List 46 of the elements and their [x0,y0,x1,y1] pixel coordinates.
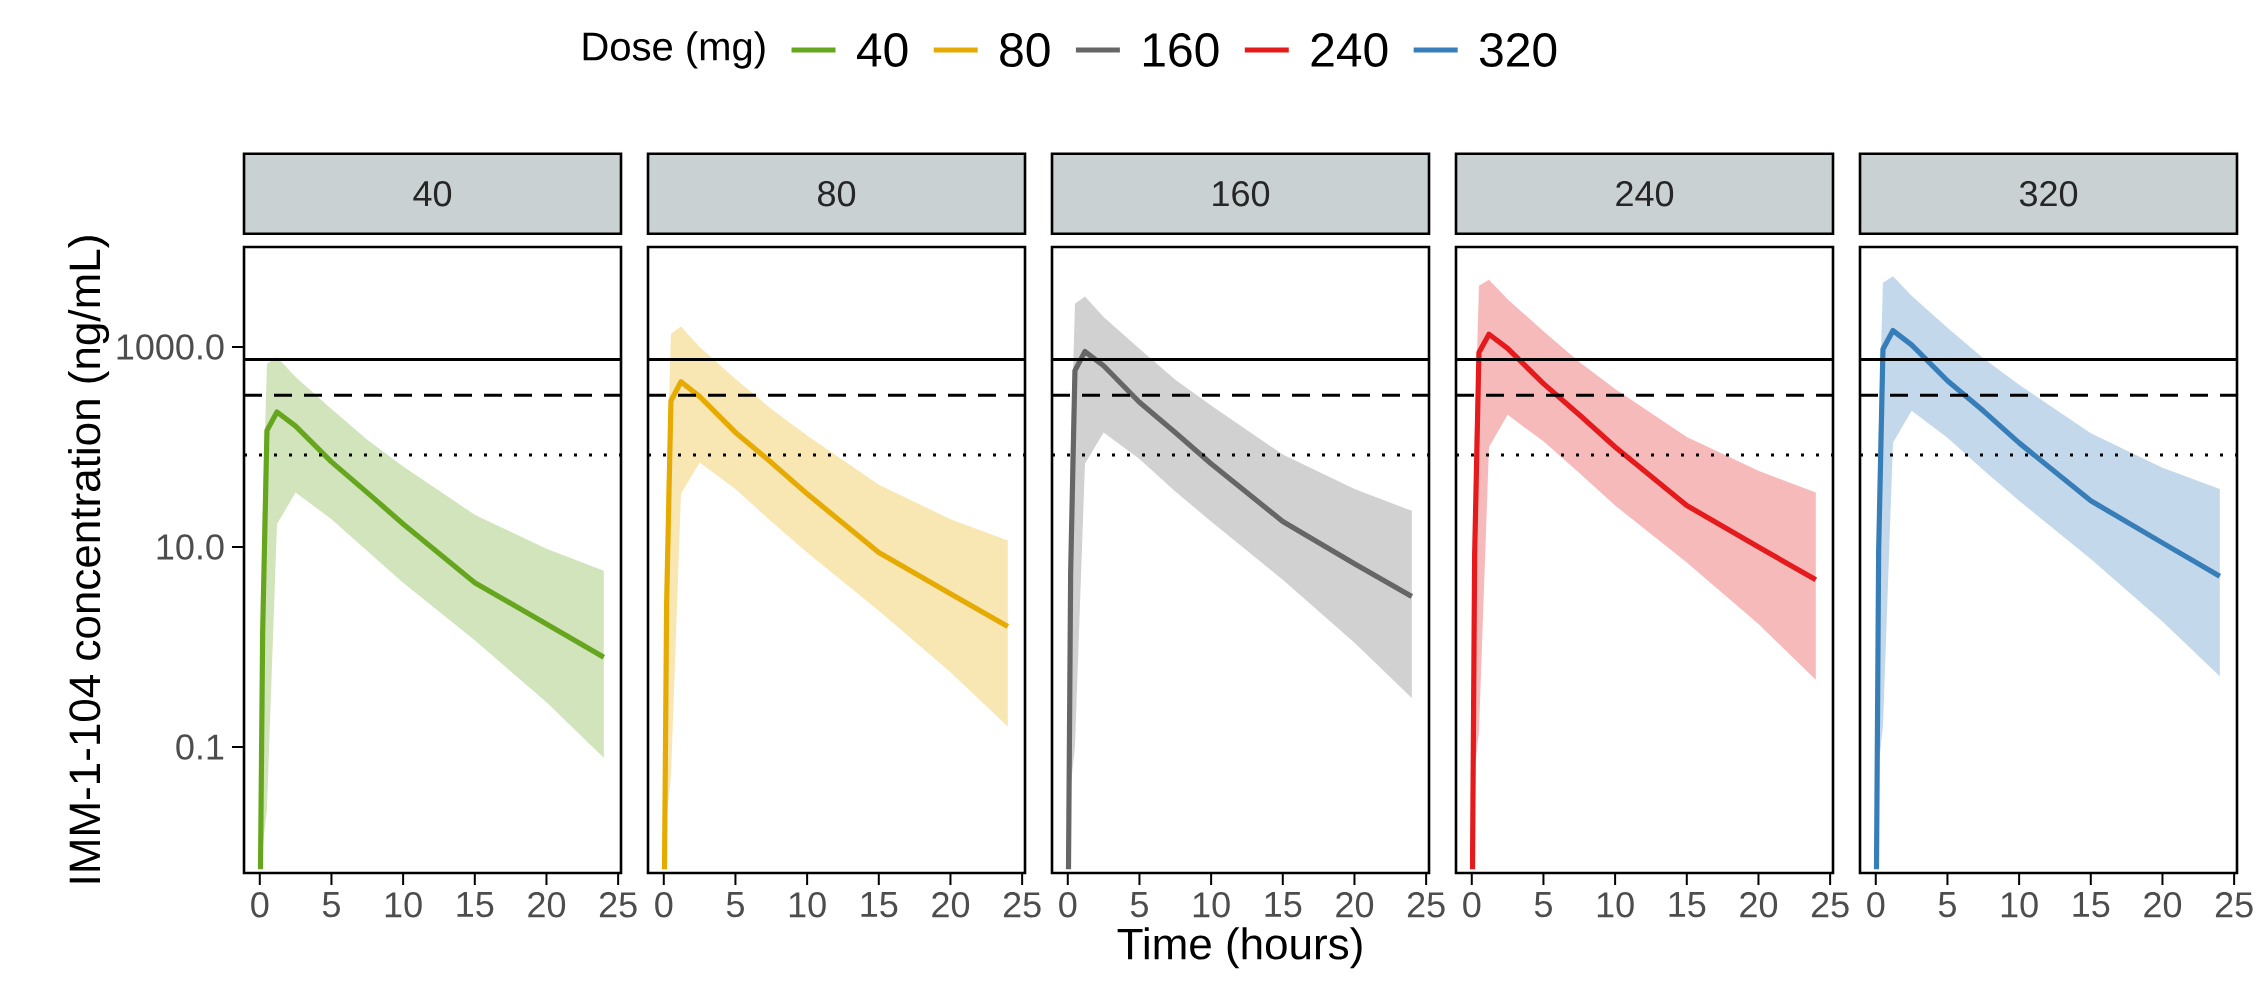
x-tick-label: 20 [2144,892,2182,918]
text: 240 [1311,33,1388,67]
x-tick-label: 5 [1938,892,1956,918]
x-tick-label: 5 [726,892,744,918]
x-tick-label: 15 [861,892,898,918]
x-tick-label: 25 [1811,892,1849,918]
x-axis-title: Time (hours) [1117,927,1362,969]
y-tick-label: 1000.0 [117,334,224,360]
chart-title: 40 [413,180,452,207]
x-tick-label: 10 [385,892,422,918]
text: 320 [2019,180,2078,207]
x-tick-label: 15 [1265,892,1302,918]
x-tick-label: 0 [1059,892,1077,918]
x-tick-label: 20 [1740,892,1778,918]
x-tick-label: 25 [2215,892,2253,918]
x-tick-label: 15 [457,892,494,918]
x-tick-label: 5 [322,892,340,918]
x-tick-label: 5 [1130,892,1148,918]
text: 240 [1616,180,1674,207]
x-tick-label: 0 [251,892,269,918]
legend-title: Dose (mg) [583,31,765,69]
x-tick-label: 10 [789,892,826,918]
x-tick-label: 15 [2073,892,2110,918]
x-tick-label: 5 [1534,892,1552,918]
x-tick-label: 10 [1193,892,1230,918]
x-tick-label: 25 [1407,892,1445,918]
text: 80 [818,180,856,207]
x-tick-label: 10 [2001,892,2038,918]
y-tick-label: 0.1 [176,734,224,760]
x-tick-label: 25 [1003,892,1041,918]
x-tick-label: 15 [1669,892,1706,918]
text: 160 [1213,180,1270,207]
legend-label: 40 [857,33,908,67]
text: 160 [1143,33,1219,67]
x-tick-label: 0 [655,892,673,918]
y-axis-title: IMM-1-104 concentration (ng/mL) [68,236,110,883]
x-tick-label: 25 [599,892,637,918]
x-tick-label: 20 [932,892,970,918]
x-tick-label: 20 [528,892,566,918]
x-tick-label: 0 [1867,892,1885,918]
y-tick-label: 10.0 [157,534,224,560]
text: 320 [1479,33,1557,67]
x-tick-label: 0 [1463,892,1481,918]
x-tick-label: 10 [1597,892,1634,918]
text: 80 [1000,33,1050,67]
x-tick-label: 20 [1336,892,1374,918]
